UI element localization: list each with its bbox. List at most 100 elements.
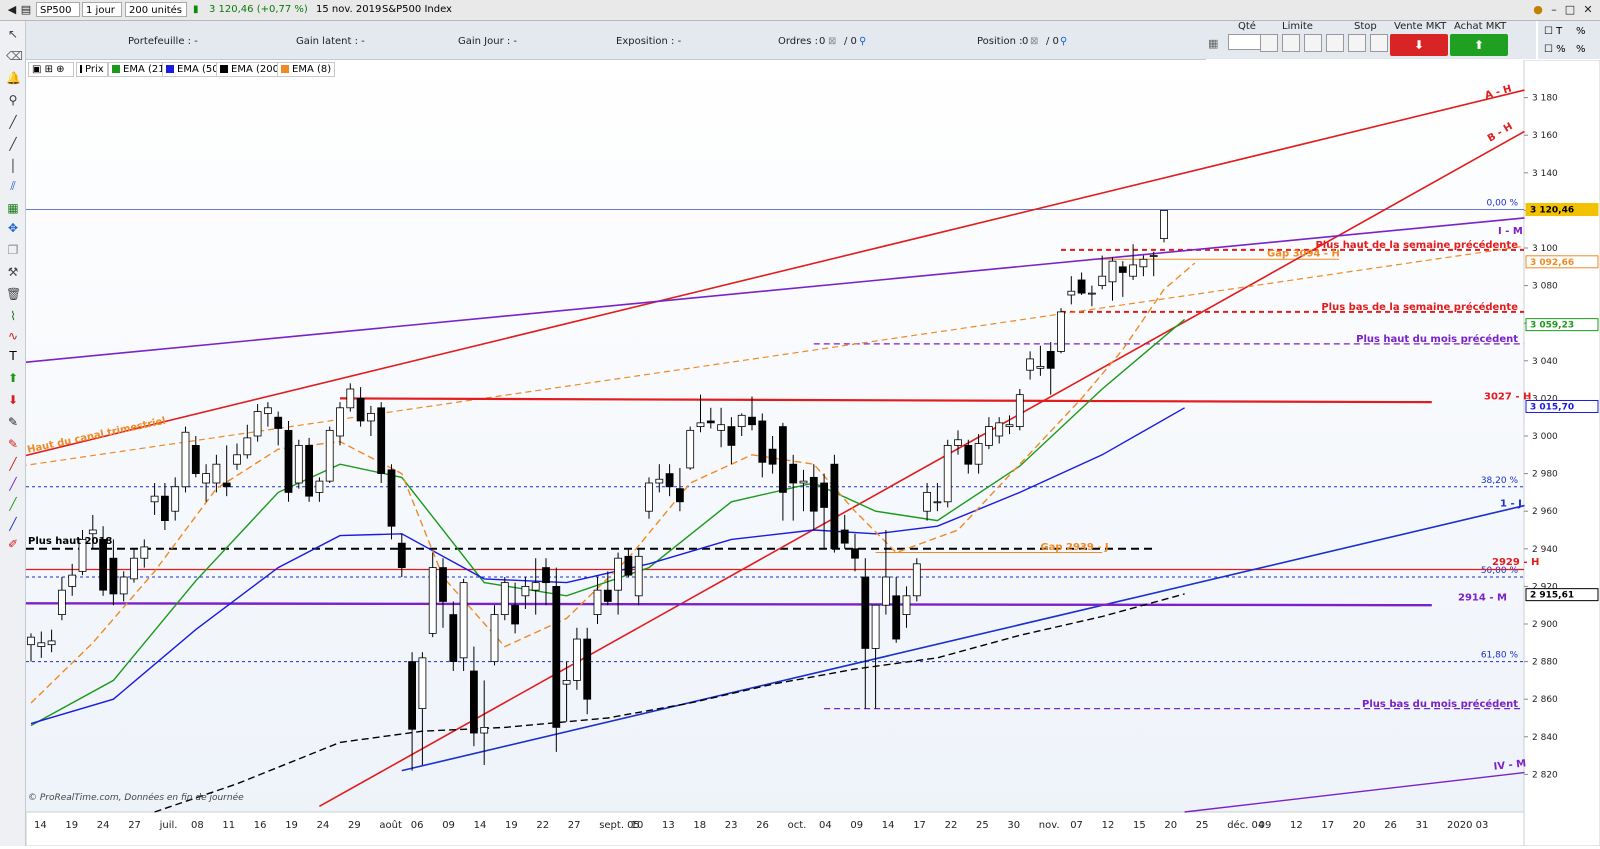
candle-body	[531, 582, 540, 591]
orders-link-icon[interactable]: ⚲	[859, 36, 867, 47]
position-total: / 0	[1046, 36, 1059, 47]
text-icon[interactable]: T	[9, 349, 17, 363]
channel-icon[interactable]: ⫽	[10, 179, 16, 193]
back-icon[interactable]: ◀	[7, 3, 17, 16]
move-icon[interactable]: ✥	[7, 221, 19, 235]
buy-arrow-icon[interactable]: ⬆	[7, 371, 19, 385]
x-tick-label: 08	[191, 820, 204, 831]
sell-arrow-icon[interactable]: ⬇	[7, 393, 19, 407]
buy-mkt-button[interactable]: ⬆	[1450, 34, 1508, 56]
units-dropdown[interactable]: 200 unités	[125, 2, 187, 17]
stop-edit-button[interactable]	[1370, 34, 1388, 52]
position-icon[interactable]: ⊠	[1030, 36, 1039, 47]
ema8-swatch-icon	[281, 65, 289, 73]
x-tick-label: 14	[474, 820, 487, 831]
wave-icon[interactable]: ∿	[7, 329, 19, 343]
level-2914-line	[20, 602, 1432, 607]
minimize-icon[interactable]: –	[1551, 3, 1557, 16]
green-line-icon[interactable]: ╱	[9, 497, 17, 511]
line-icon[interactable]: ╱	[9, 137, 17, 151]
price-tag-box	[1525, 318, 1599, 332]
y-tick-label: 2 980	[1532, 470, 1558, 480]
cursor-icon[interactable]: ↖	[7, 27, 19, 41]
position-link-icon[interactable]: ⚲	[1060, 36, 1068, 47]
candle-body	[1098, 275, 1107, 286]
candle-body	[68, 574, 77, 587]
blue-line-icon[interactable]: ╱	[9, 517, 17, 531]
x-tick-label: 2020 03	[1447, 820, 1488, 831]
checkbox-t[interactable]: ☐ T	[1544, 26, 1563, 37]
y-tick-label: 3 020	[1532, 394, 1558, 404]
stop-buy-button[interactable]	[1326, 34, 1344, 52]
segment-icon[interactable]: ╱	[9, 115, 17, 129]
legend-ema8[interactable]: EMA (8)	[277, 62, 336, 77]
exposure: Exposition : -	[616, 36, 682, 47]
candle-body	[995, 422, 1004, 437]
candle-body	[562, 680, 571, 685]
candle-body	[830, 463, 839, 550]
price-chart[interactable]: 2 820 2 840 2 860 2 880 2 900 2 920 2 940 2 960…	[20, 59, 1600, 847]
x-tick-label: oct.	[788, 820, 807, 831]
window-icon[interactable]: ●	[1533, 3, 1543, 16]
close-icon[interactable]: ✕	[1583, 3, 1593, 16]
orders-icon[interactable]: ⊠	[828, 36, 837, 47]
tools-icon[interactable]: ⚒	[7, 265, 19, 279]
x-tick-label: 30	[1007, 820, 1020, 831]
legend-tools[interactable]: ▣ ⊞ ⊕	[28, 62, 74, 77]
brush-icon[interactable]: ✐	[7, 537, 19, 551]
eraser-icon[interactable]: ⌫	[6, 49, 23, 63]
red-pen-icon[interactable]: ✎	[7, 437, 19, 451]
x-tick-label: 24	[97, 820, 110, 831]
candle-body	[294, 444, 303, 484]
portfolio-bar: Portefeuille : - Gain latent : - Gain Jo…	[26, 21, 1206, 60]
pen-icon[interactable]: ✎	[7, 415, 19, 429]
candle-body	[1118, 266, 1127, 273]
purple-line-icon[interactable]: ╱	[9, 477, 17, 491]
chart-type-icon[interactable]: ▤	[20, 3, 32, 16]
pattern-icon[interactable]: ⌇	[10, 309, 16, 323]
ema50-swatch-icon	[166, 65, 174, 73]
candle-body	[686, 429, 695, 469]
zoom-icon[interactable]: ⚲	[8, 93, 18, 107]
pct-toggle-1[interactable]: %	[1576, 26, 1586, 37]
candle-body	[1026, 358, 1034, 371]
stop-sell-button[interactable]	[1348, 34, 1366, 52]
candle-body	[1067, 290, 1076, 296]
y-tick-label: 2 880	[1532, 658, 1558, 668]
orders-count: 0	[819, 36, 826, 47]
checkbox-pct[interactable]: ☐ %	[1544, 44, 1566, 55]
candle-body	[1036, 366, 1045, 369]
pct-toggle-2[interactable]: %	[1576, 44, 1586, 55]
unrealized-gain: Gain latent : -	[296, 36, 365, 47]
maximize-icon[interactable]: □	[1564, 3, 1576, 16]
y-tick-label: 2 820	[1532, 770, 1558, 780]
x-tick-label: 06	[411, 820, 424, 831]
candle-body	[542, 567, 550, 584]
chart-area[interactable]: 2 820 2 840 2 860 2 880 2 900 2 920 2 940 2 960…	[20, 59, 1600, 849]
limit-sell-button[interactable]	[1282, 34, 1300, 52]
price-tag-box	[1525, 588, 1599, 602]
x-tick-label: juil.	[159, 820, 178, 831]
y-tick-label: 2 960	[1532, 507, 1558, 517]
legend-price[interactable]: Prix	[76, 62, 108, 77]
x-tick-label: 17	[913, 820, 926, 831]
instrument-name: S&P500 Index	[382, 4, 452, 15]
candle-body	[181, 431, 190, 488]
symbol-field[interactable]: SP500	[36, 2, 80, 17]
copy-icon[interactable]: ❐	[7, 243, 19, 257]
fibonacci-icon[interactable]: ▦	[7, 201, 19, 215]
alert-bell-icon[interactable]: 🔔	[6, 71, 21, 85]
limit-buy-button[interactable]	[1260, 34, 1278, 52]
candle-body	[119, 576, 128, 595]
sell-mkt-button[interactable]: ⬇	[1390, 34, 1448, 56]
period-dropdown[interactable]: 1 jour	[82, 2, 122, 17]
trash-icon[interactable]: 🗑	[6, 287, 22, 301]
x-tick-label: août	[379, 819, 402, 831]
x-tick-label: 26	[756, 820, 769, 831]
candle-body	[88, 529, 97, 535]
vertical-line-icon[interactable]: │	[9, 159, 17, 173]
candle-body	[1108, 260, 1117, 283]
limit-edit-button[interactable]	[1304, 34, 1322, 52]
red-line-icon[interactable]: ╱	[9, 457, 17, 471]
calculator-icon[interactable]: ▦	[1208, 37, 1219, 50]
